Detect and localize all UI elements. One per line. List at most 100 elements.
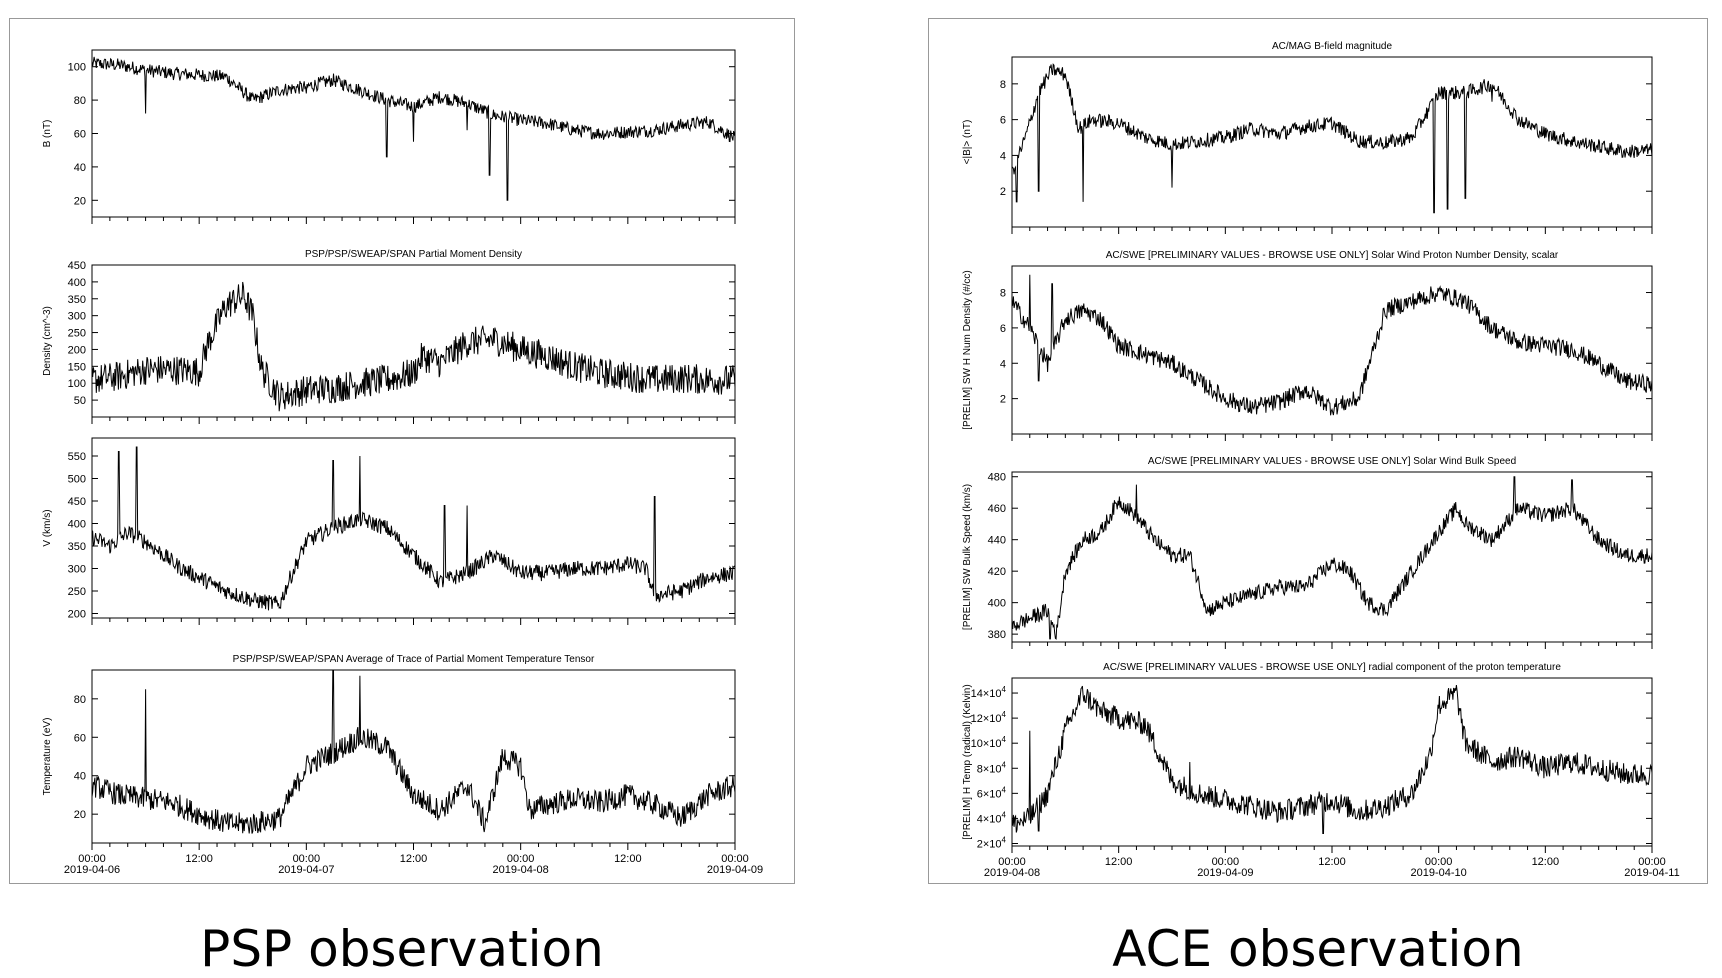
plot-frame — [91, 437, 736, 619]
y-tick-label: 250 — [68, 586, 86, 598]
y-tick-label: 480 — [988, 472, 1006, 484]
y-tick-label: 450 — [68, 496, 86, 508]
plot-frame — [91, 669, 736, 844]
y-tick-label: 500 — [68, 474, 86, 486]
y-tick-label: 400 — [988, 598, 1006, 610]
x-tick-label: 12:00 — [1105, 856, 1133, 868]
x-tick-label: 2019-04-08 — [984, 867, 1040, 879]
chart-title: AC/SWE [PRELIMINARY VALUES - BROWSE USE … — [1103, 662, 1561, 673]
x-tick-label: 00:00 — [507, 853, 535, 865]
y-tick-label: 60 — [74, 732, 86, 744]
y-tick-label: 100 — [68, 62, 86, 74]
y-tick-label: 420 — [988, 566, 1006, 578]
y-tick-label: 14×104 — [971, 685, 1007, 700]
y-tick-label: 450 — [68, 260, 86, 272]
y-tick-label: 8×104 — [977, 760, 1007, 775]
y-axis-label: <|B|> (nT) — [962, 120, 973, 165]
x-tick-label: 00:00 — [1425, 856, 1453, 868]
data-series-line — [91, 56, 736, 201]
x-tick-label: 00:00 — [78, 853, 106, 865]
y-tick-label: 4 — [1000, 150, 1006, 162]
y-tick-label: 2 — [1000, 186, 1006, 198]
psp_density-chart: PSP/PSP/SWEAP/SPAN Partial Moment Densit… — [42, 249, 736, 424]
x-tick-label: 2019-04-09 — [707, 864, 763, 876]
plot-frame — [1011, 56, 1653, 228]
y-tick-label: 8 — [1000, 288, 1006, 300]
y-axis-label: V (km/s) — [42, 509, 53, 546]
y-axis-label: Density (cm^-3) — [42, 306, 53, 376]
x-tick-label: 00:00 — [721, 853, 749, 865]
y-tick-label: 60 — [74, 129, 86, 141]
x-tick-label: 00:00 — [293, 853, 321, 865]
x-tick-label: 2019-04-11 — [1624, 867, 1679, 879]
y-tick-label: 300 — [68, 311, 86, 323]
ace_speed-chart: AC/SWE [PRELIMINARY VALUES - BROWSE USE … — [962, 456, 1653, 649]
plot-frame — [1011, 471, 1653, 643]
x-tick-label: 12:00 — [185, 853, 213, 865]
x-tick-label: 12:00 — [1532, 856, 1560, 868]
y-tick-label: 10×104 — [971, 735, 1007, 750]
y-tick-label: 80 — [74, 694, 86, 706]
y-tick-label: 80 — [74, 95, 86, 107]
x-tick-label: 2019-04-09 — [1197, 867, 1253, 879]
y-tick-label: 440 — [988, 535, 1006, 547]
y-tick-label: 12×104 — [971, 710, 1007, 725]
y-tick-label: 350 — [68, 541, 86, 553]
y-tick-label: 200 — [68, 344, 86, 356]
psp-figure-panel — [9, 18, 795, 884]
y-tick-label: 40 — [74, 771, 86, 783]
y-tick-label: 400 — [68, 519, 86, 531]
x-tick-label: 2019-04-08 — [493, 864, 549, 876]
y-tick-label: 400 — [68, 277, 86, 289]
y-tick-label: 2×104 — [977, 835, 1007, 850]
chart-title: PSP/PSP/SWEAP/SPAN Partial Moment Densit… — [305, 249, 522, 260]
y-tick-label: 380 — [988, 629, 1006, 641]
x-tick-label: 00:00 — [998, 856, 1026, 868]
psp_temperature-chart: PSP/PSP/SWEAP/SPAN Average of Trace of P… — [42, 654, 736, 850]
y-tick-label: 6 — [1000, 115, 1006, 127]
y-tick-label: 300 — [68, 564, 86, 576]
y-tick-label: 550 — [68, 451, 86, 463]
y-tick-label: 20 — [74, 809, 86, 821]
data-series-line — [1011, 476, 1653, 640]
y-tick-label: 150 — [68, 361, 86, 373]
y-axis-label: [PRELIM] H Temp (radical) (Kelvin) — [962, 684, 973, 839]
psp_b-chart: B (nT) 20 40 60 80 100 — [42, 49, 736, 224]
ace_density-chart: AC/SWE [PRELIMINARY VALUES - BROWSE USE … — [962, 250, 1653, 441]
x-tick-label: 2019-04-07 — [278, 864, 334, 876]
y-tick-label: 4 — [1000, 358, 1006, 370]
chart-title: PSP/PSP/SWEAP/SPAN Average of Trace of P… — [233, 654, 595, 665]
y-tick-label: 250 — [68, 328, 86, 340]
y-tick-label: 100 — [68, 378, 86, 390]
data-series-line — [91, 446, 736, 611]
chart-title: AC/SWE [PRELIMINARY VALUES - BROWSE USE … — [1148, 456, 1516, 467]
y-tick-label: 2 — [1000, 394, 1006, 406]
y-axis-label: [PRELIM] SW Bulk Speed (km/s) — [962, 484, 973, 630]
plot-frame — [91, 264, 736, 418]
ace_temperature-chart: AC/SWE [PRELIMINARY VALUES - BROWSE USE … — [962, 662, 1653, 853]
y-tick-label: 200 — [68, 609, 86, 621]
y-tick-label: 460 — [988, 503, 1006, 515]
chart-title: AC/SWE [PRELIMINARY VALUES - BROWSE USE … — [1106, 250, 1559, 261]
y-tick-label: 4×104 — [977, 810, 1007, 825]
y-tick-label: 6×104 — [977, 785, 1007, 800]
x-tick-label: 2019-04-06 — [64, 864, 120, 876]
y-tick-label: 6 — [1000, 323, 1006, 335]
y-tick-label: 8 — [1000, 79, 1006, 91]
ace_b-chart: AC/MAG B-field magnitude <|B|> (nT) 2 4 6 8 — [962, 41, 1653, 234]
data-series-line — [1011, 274, 1653, 416]
y-axis-label: [PRELIM] SW H Num Density (#/cc) — [962, 270, 973, 429]
y-tick-label: 40 — [74, 162, 86, 174]
data-series-line — [1011, 685, 1653, 834]
psp-caption: PSP observation — [200, 920, 604, 978]
plots-canvas: B (nT) 20 40 60 80 100 PSP/PSP/SWEAP/SPAN Part… — [42, 41, 1680, 879]
y-tick-label: 50 — [74, 395, 86, 407]
x-tick-label: 00:00 — [1212, 856, 1240, 868]
y-tick-label: 350 — [68, 294, 86, 306]
x-tick-label: 12:00 — [400, 853, 428, 865]
y-axis-label: Temperature (eV) — [42, 718, 53, 796]
ace-figure-panel — [928, 18, 1708, 884]
psp_velocity-chart: V (km/s) 200 250 300 350 400 450 500 550 — [42, 437, 736, 625]
y-axis-label: B (nT) — [42, 120, 53, 148]
data-series-line — [91, 669, 736, 834]
